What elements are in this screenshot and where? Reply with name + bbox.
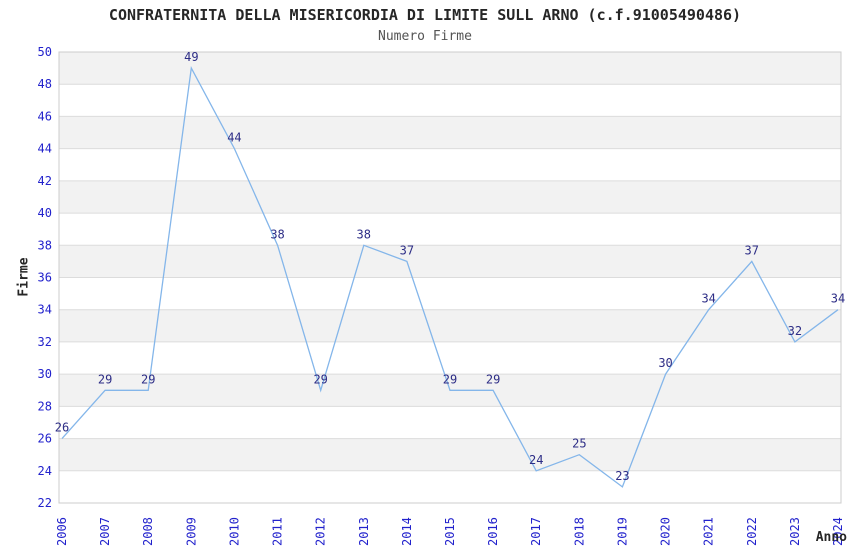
x-tick-label: 2007 [98,517,112,546]
grid-band [59,438,841,471]
y-tick-label: 28 [38,399,52,413]
data-point-label: 30 [658,356,672,370]
data-point-label: 29 [486,372,500,386]
y-tick-label: 36 [38,271,52,285]
data-point-label: 34 [701,292,715,306]
x-tick-label: 2017 [529,517,543,546]
data-point-label: 29 [141,372,155,386]
series-line [61,66,839,488]
x-tick-label: 2006 [55,517,69,546]
data-point-label: 44 [227,131,241,145]
chart-title: CONFRATERNITA DELLA MISERICORDIA DI LIMI… [108,6,742,24]
y-tick-label: 26 [38,432,52,446]
grid-band [59,180,841,214]
grid-band [59,52,841,85]
y-tick-label: 42 [38,174,52,188]
data-point-label: 38 [357,227,371,241]
x-tick-label: 2015 [443,517,457,546]
data-point-label: 37 [745,243,759,257]
x-tick-label: 2009 [184,517,198,546]
x-tick-label: 2016 [486,517,500,546]
data-point-label: 26 [55,421,69,435]
y-axis-title: Firme [16,257,32,297]
y-tick-label: 38 [38,238,52,252]
x-tick-label: 2008 [141,517,155,546]
y-tick-label: 24 [38,464,52,478]
x-tick-label: 2018 [572,517,586,546]
data-point-label: 38 [270,227,284,241]
x-tick-label: 2013 [357,517,371,546]
data-point-label: 29 [98,372,112,386]
x-tick-label: 2010 [227,517,241,546]
data-point-label: 29 [443,372,457,386]
data-point-label: 32 [788,324,802,338]
y-tick-label: 22 [38,496,52,510]
y-tick-label: 40 [38,206,52,220]
data-point-label: 34 [831,292,845,306]
data-point-label: 29 [313,372,327,386]
x-tick-label: 2021 [702,517,716,546]
grid-band [59,116,841,149]
plot-border [58,51,842,504]
x-tick-label: 2019 [615,517,629,546]
data-point-label: 24 [529,453,543,467]
x-tick-label: 2014 [400,517,414,546]
y-tick-label: 48 [38,77,52,91]
chart-subtitle: Numero Firme [378,29,472,44]
x-tick-label: 2023 [788,517,802,546]
data-point-label: 25 [572,437,586,451]
y-tick-label: 32 [38,335,52,349]
data-point-label: 23 [615,469,629,483]
data-point-label: 37 [400,243,414,257]
grid-band [59,309,841,342]
x-tick-label: 2024 [831,517,845,546]
y-tick-label: 34 [38,303,52,317]
grid-band [59,245,841,278]
x-tick-label: 2012 [314,517,328,546]
data-point-label: 49 [184,50,198,64]
y-tick-label: 50 [38,45,52,59]
y-tick-label: 30 [38,367,52,381]
x-axis-title: Anno [815,530,847,545]
x-tick-label: 2020 [659,517,673,546]
y-tick-label: 46 [38,109,52,123]
x-tick-label: 2011 [271,517,285,546]
y-tick-label: 44 [38,142,52,156]
x-tick-label: 2022 [745,517,759,546]
